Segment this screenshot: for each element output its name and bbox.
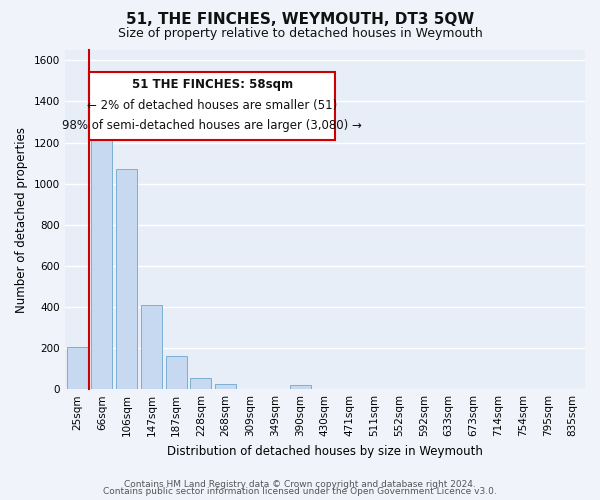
Bar xyxy=(67,347,88,389)
Bar xyxy=(190,378,211,389)
Bar xyxy=(141,305,162,389)
Text: Contains HM Land Registry data © Crown copyright and database right 2024.: Contains HM Land Registry data © Crown c… xyxy=(124,480,476,489)
Bar xyxy=(290,385,311,389)
FancyBboxPatch shape xyxy=(89,72,335,140)
Text: Contains public sector information licensed under the Open Government Licence v3: Contains public sector information licen… xyxy=(103,487,497,496)
X-axis label: Distribution of detached houses by size in Weymouth: Distribution of detached houses by size … xyxy=(167,444,483,458)
Bar xyxy=(116,169,137,389)
Bar xyxy=(215,384,236,389)
Y-axis label: Number of detached properties: Number of detached properties xyxy=(15,126,28,312)
Bar xyxy=(166,356,187,389)
Text: Size of property relative to detached houses in Weymouth: Size of property relative to detached ho… xyxy=(118,28,482,40)
Text: ← 2% of detached houses are smaller (51): ← 2% of detached houses are smaller (51) xyxy=(87,98,337,112)
Bar xyxy=(91,138,112,389)
Text: 51, THE FINCHES, WEYMOUTH, DT3 5QW: 51, THE FINCHES, WEYMOUTH, DT3 5QW xyxy=(126,12,474,28)
Text: 51 THE FINCHES: 58sqm: 51 THE FINCHES: 58sqm xyxy=(132,78,293,91)
Text: 98% of semi-detached houses are larger (3,080) →: 98% of semi-detached houses are larger (… xyxy=(62,120,362,132)
